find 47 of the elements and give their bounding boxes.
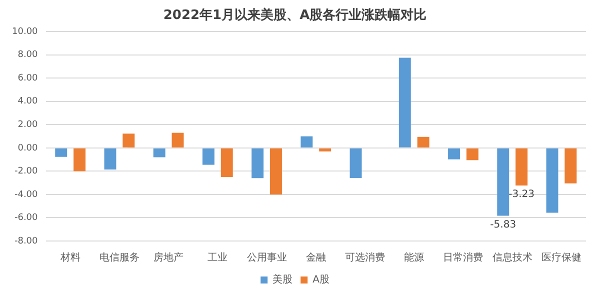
data-label: -3.23 bbox=[508, 189, 534, 200]
y-tick-label: 8.00 bbox=[18, 50, 38, 60]
y-tick-label: 6.00 bbox=[18, 73, 38, 84]
bar bbox=[319, 148, 332, 152]
bar bbox=[202, 148, 214, 165]
bar bbox=[516, 148, 528, 186]
bar bbox=[220, 148, 233, 178]
data-label: -5.83 bbox=[490, 219, 516, 230]
x-tick-label: 医疗保健 bbox=[541, 252, 582, 264]
y-tick-label: 10.00 bbox=[12, 26, 38, 37]
bar bbox=[546, 148, 558, 213]
y-tick-label: -4.00 bbox=[14, 190, 38, 200]
bar bbox=[74, 148, 86, 172]
y-tick-label: -6.00 bbox=[14, 213, 38, 224]
x-tick-label: 工业 bbox=[208, 252, 228, 264]
bar bbox=[417, 136, 430, 148]
bar bbox=[270, 148, 282, 194]
x-tick-label: 能源 bbox=[404, 252, 424, 264]
bar bbox=[448, 148, 460, 160]
x-tick-label: 材料 bbox=[59, 252, 80, 264]
bar bbox=[55, 148, 68, 157]
bar bbox=[350, 148, 362, 178]
x-tick-label: 可选消费 bbox=[344, 252, 385, 264]
legend-label: 美股 bbox=[272, 274, 293, 286]
bar bbox=[497, 148, 510, 216]
bar bbox=[172, 132, 184, 148]
y-tick-label: -8.00 bbox=[14, 236, 38, 246]
x-tick-label: 日常消费 bbox=[443, 252, 484, 264]
x-tick-label: 公用事业 bbox=[246, 252, 287, 264]
y-tick-label: 4.00 bbox=[18, 96, 38, 107]
x-tick-label: 房地产 bbox=[154, 252, 184, 264]
chart-title: 2022年1月以来美股、A股各行业涨跌幅对比 bbox=[163, 7, 427, 24]
bar bbox=[398, 58, 411, 148]
x-tick-label: 电信服务 bbox=[99, 252, 140, 264]
x-tick-label: 金融 bbox=[306, 252, 326, 264]
y-tick-label: 2.00 bbox=[18, 120, 38, 130]
bar bbox=[466, 148, 478, 160]
bar bbox=[300, 136, 313, 148]
bar bbox=[564, 148, 577, 184]
bar bbox=[104, 148, 116, 170]
y-tick-label: -2.00 bbox=[14, 166, 38, 177]
x-tick-label: 信息技术 bbox=[492, 252, 532, 264]
bar bbox=[122, 134, 135, 148]
y-tick-label: 0.00 bbox=[18, 143, 38, 154]
bar bbox=[153, 148, 166, 158]
bar bbox=[252, 148, 264, 178]
legend-label: A股 bbox=[312, 274, 330, 286]
